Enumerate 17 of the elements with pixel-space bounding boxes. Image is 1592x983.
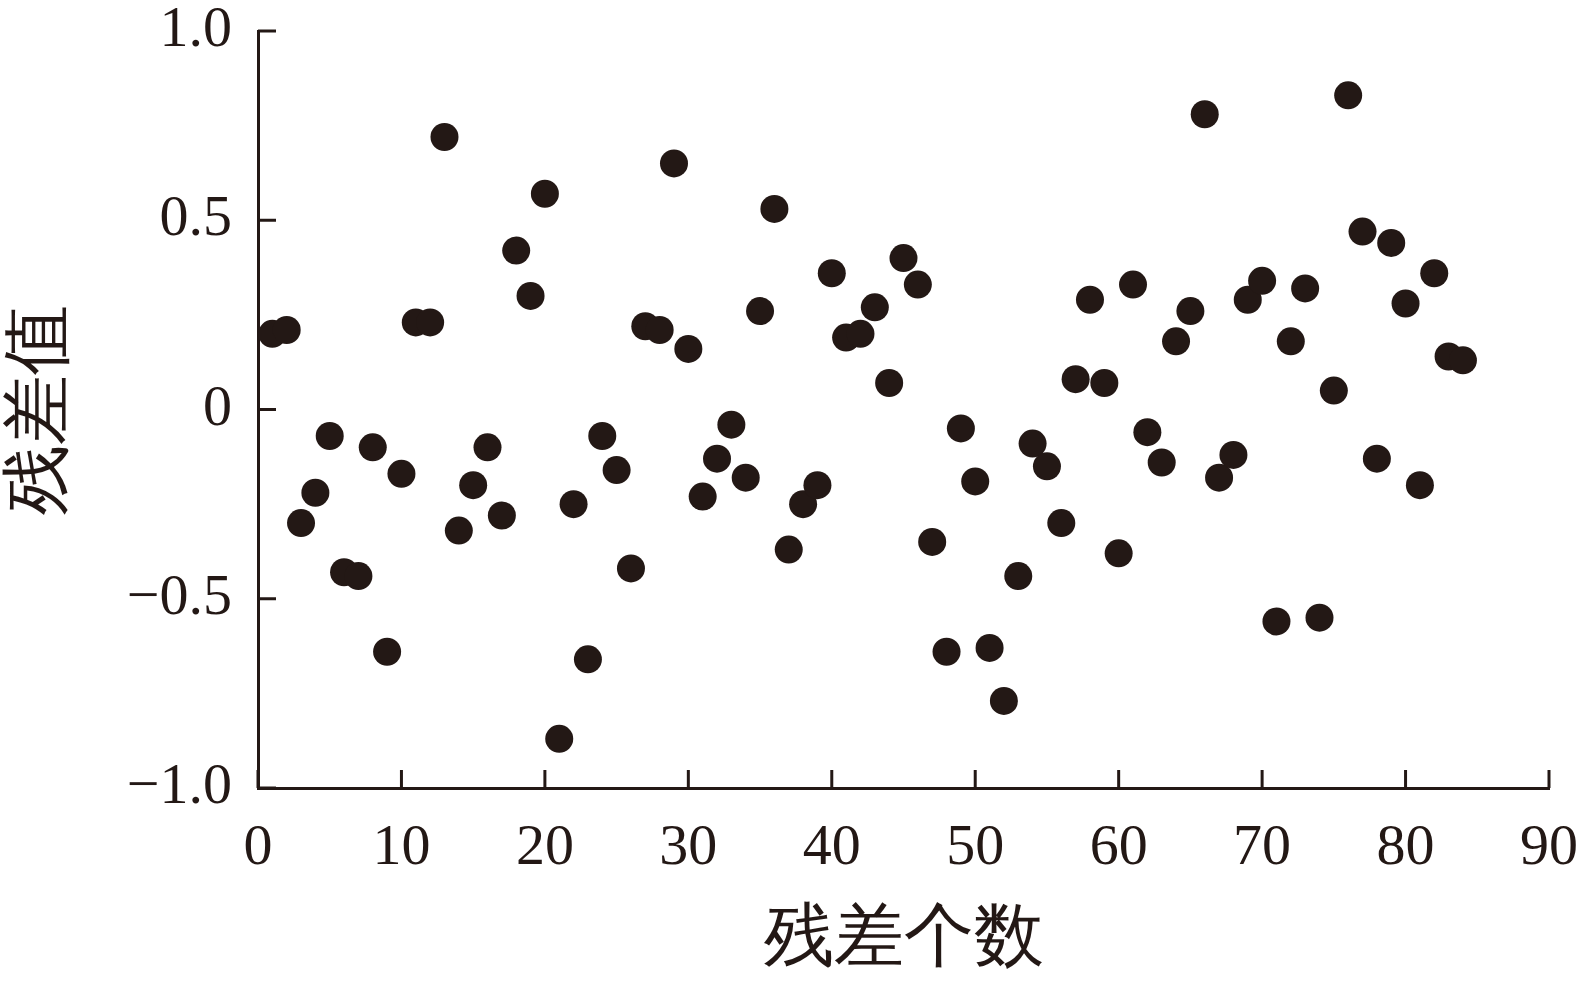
y-tick-label: 1.0 (159, 0, 232, 60)
y-tick-label: 0 (203, 372, 232, 438)
y-tick-label: 0.5 (159, 183, 232, 249)
x-tick-label: 60 (1089, 812, 1148, 878)
x-tick-label: 10 (372, 812, 431, 878)
x-tick-label: 80 (1376, 812, 1435, 878)
x-tick-label: 0 (243, 812, 273, 878)
x-tick-label: 50 (946, 812, 1005, 878)
y-tick-label: −1.0 (126, 751, 232, 817)
x-tick-label: 30 (659, 812, 718, 878)
x-tick-label: 20 (515, 812, 574, 878)
x-tick-label: 40 (802, 812, 861, 878)
x-tick-label: 70 (1233, 812, 1292, 878)
y-tick-label: −0.5 (126, 561, 232, 627)
x-tick-label: 90 (1520, 812, 1578, 878)
x-axis-title: 残差个数 (763, 897, 1044, 975)
y-axis-title: 残差值 (0, 304, 76, 515)
